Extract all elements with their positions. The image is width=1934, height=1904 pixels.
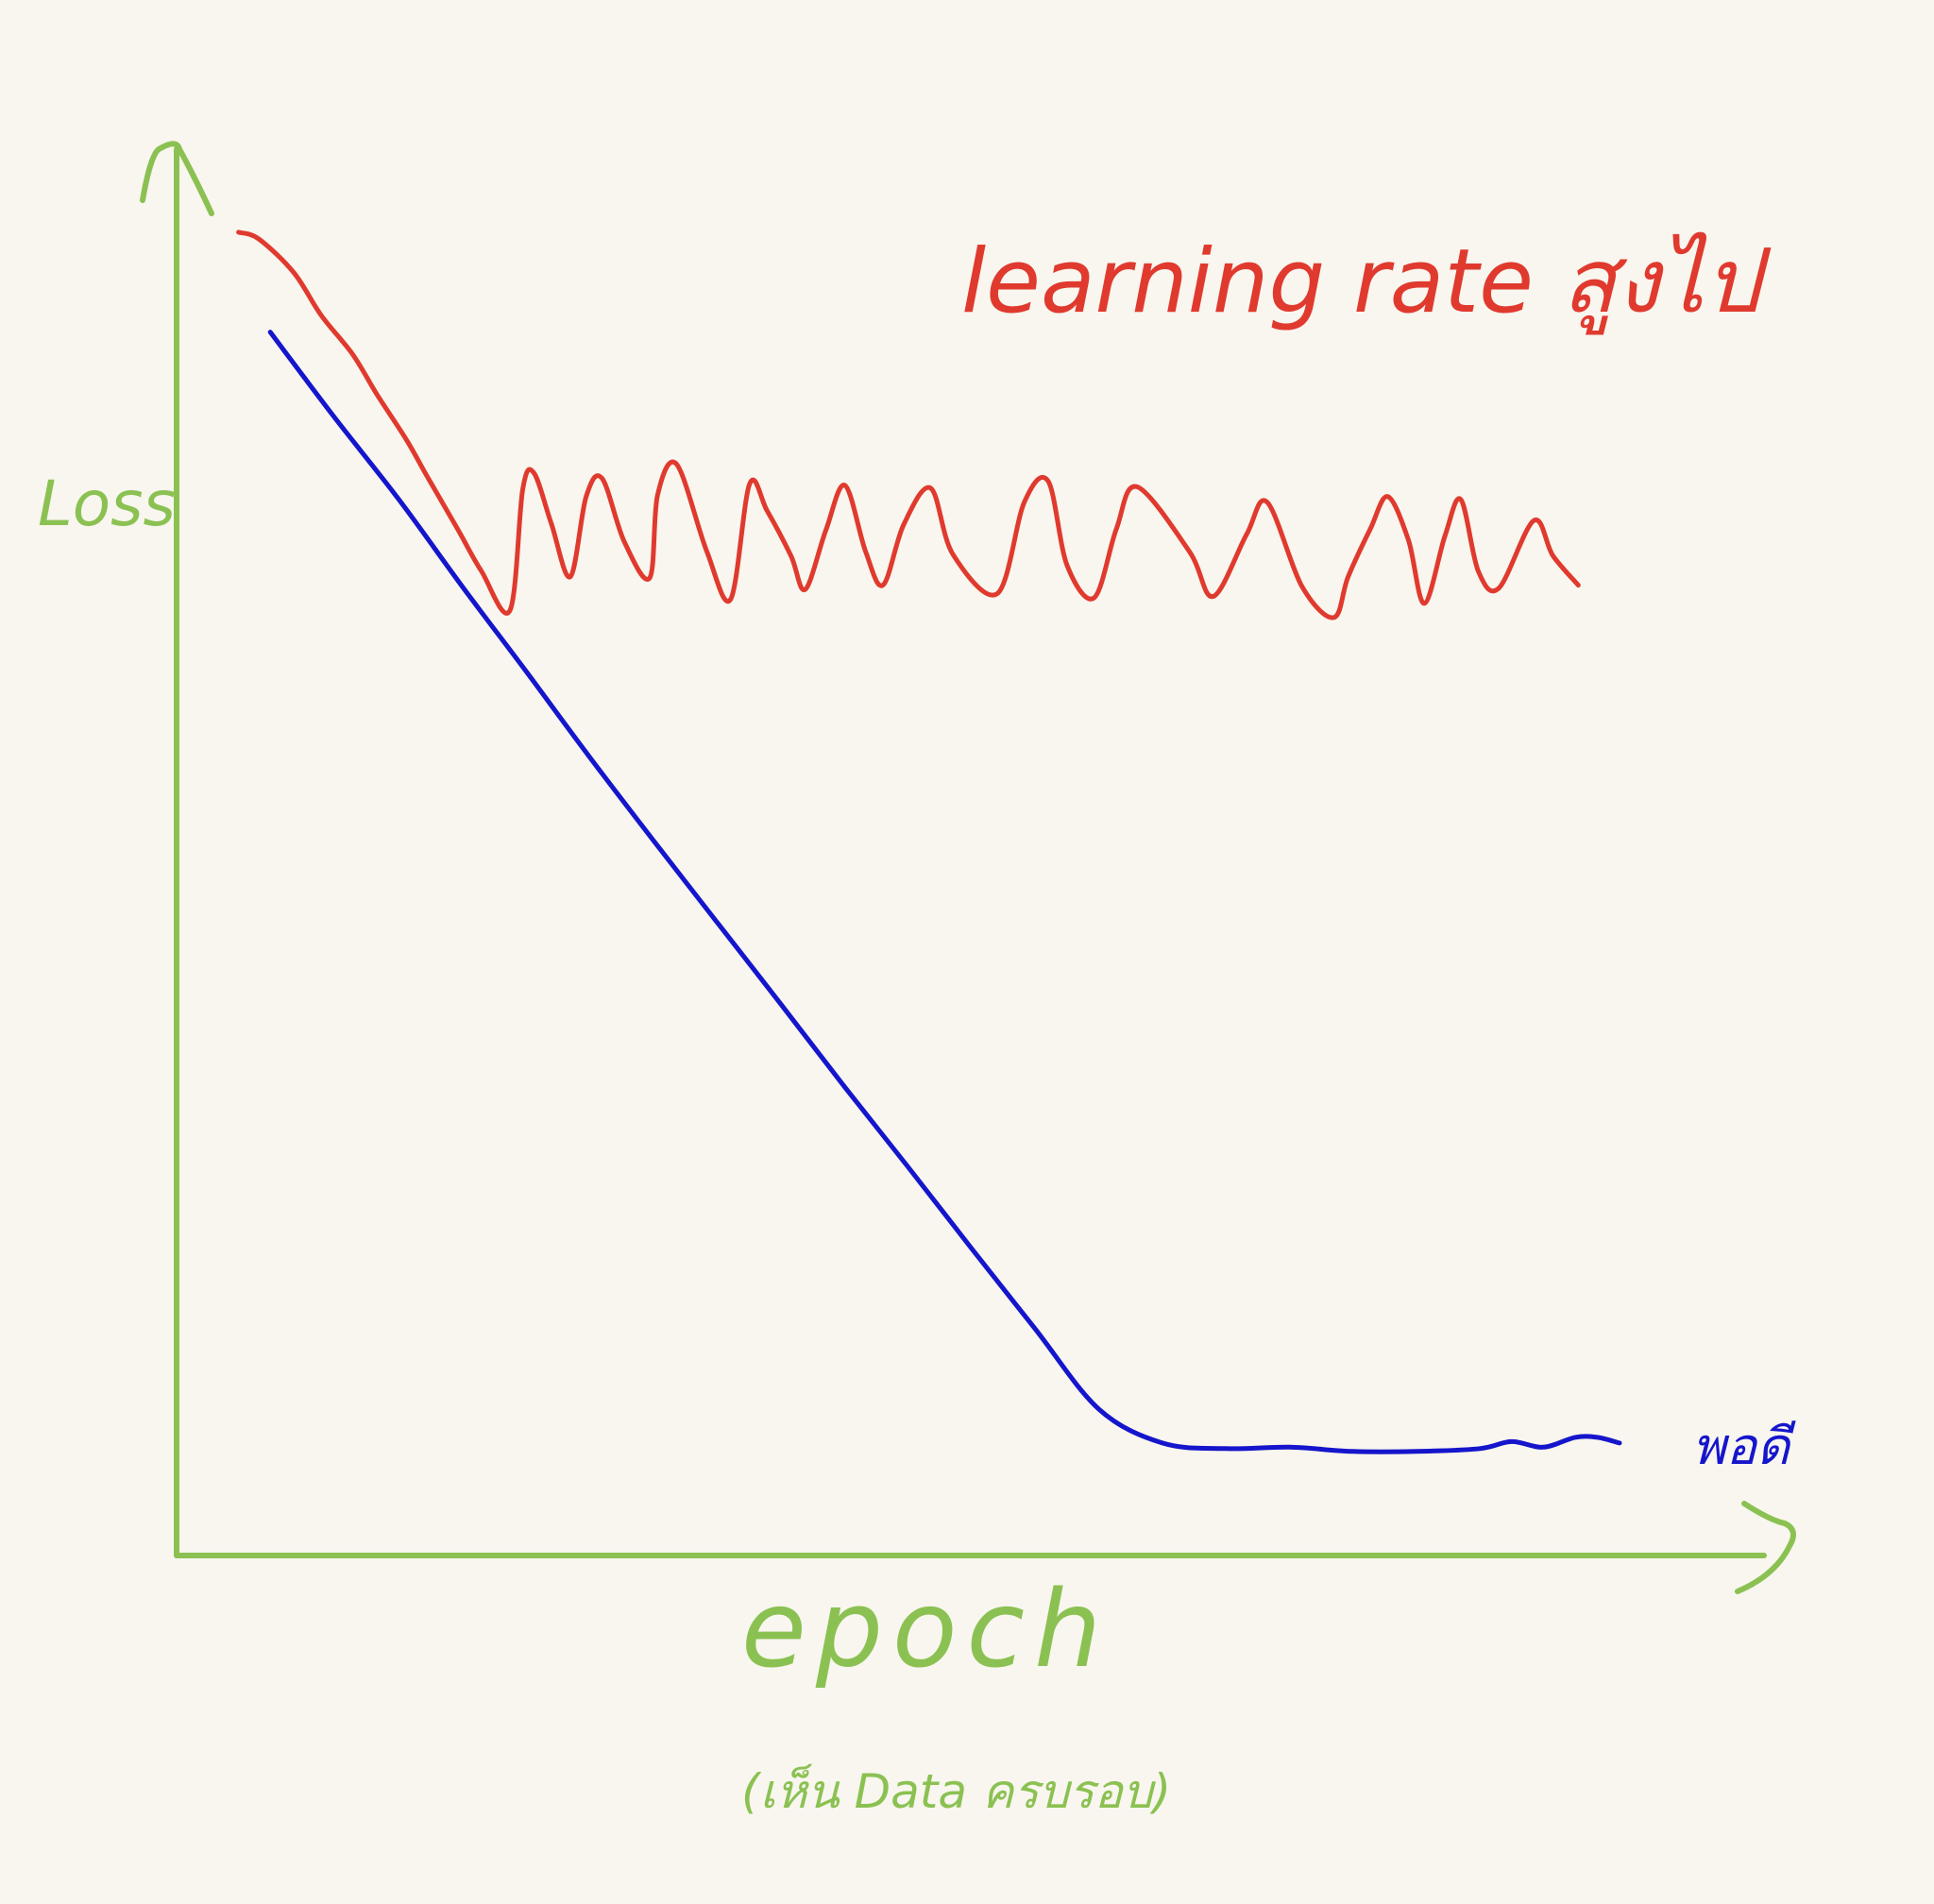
x-axis-arrowhead (1735, 1501, 1796, 1594)
x-axis-label-note: (เห็น Data ครบรอบ) (741, 1763, 1171, 1819)
series-line-high-lr (236, 230, 1581, 620)
series-label-good-lr: พอดี (1692, 1417, 1796, 1476)
x-axis-label: epoch (741, 1569, 1111, 1692)
axes (140, 141, 1796, 1594)
series-label-high-lr: learning rate สูงไป (961, 230, 1772, 335)
series-layer (236, 230, 1622, 1454)
series-line-good-lr (267, 330, 1622, 1454)
y-axis-arrowhead (140, 141, 214, 216)
y-axis-label: Loss (38, 468, 176, 540)
